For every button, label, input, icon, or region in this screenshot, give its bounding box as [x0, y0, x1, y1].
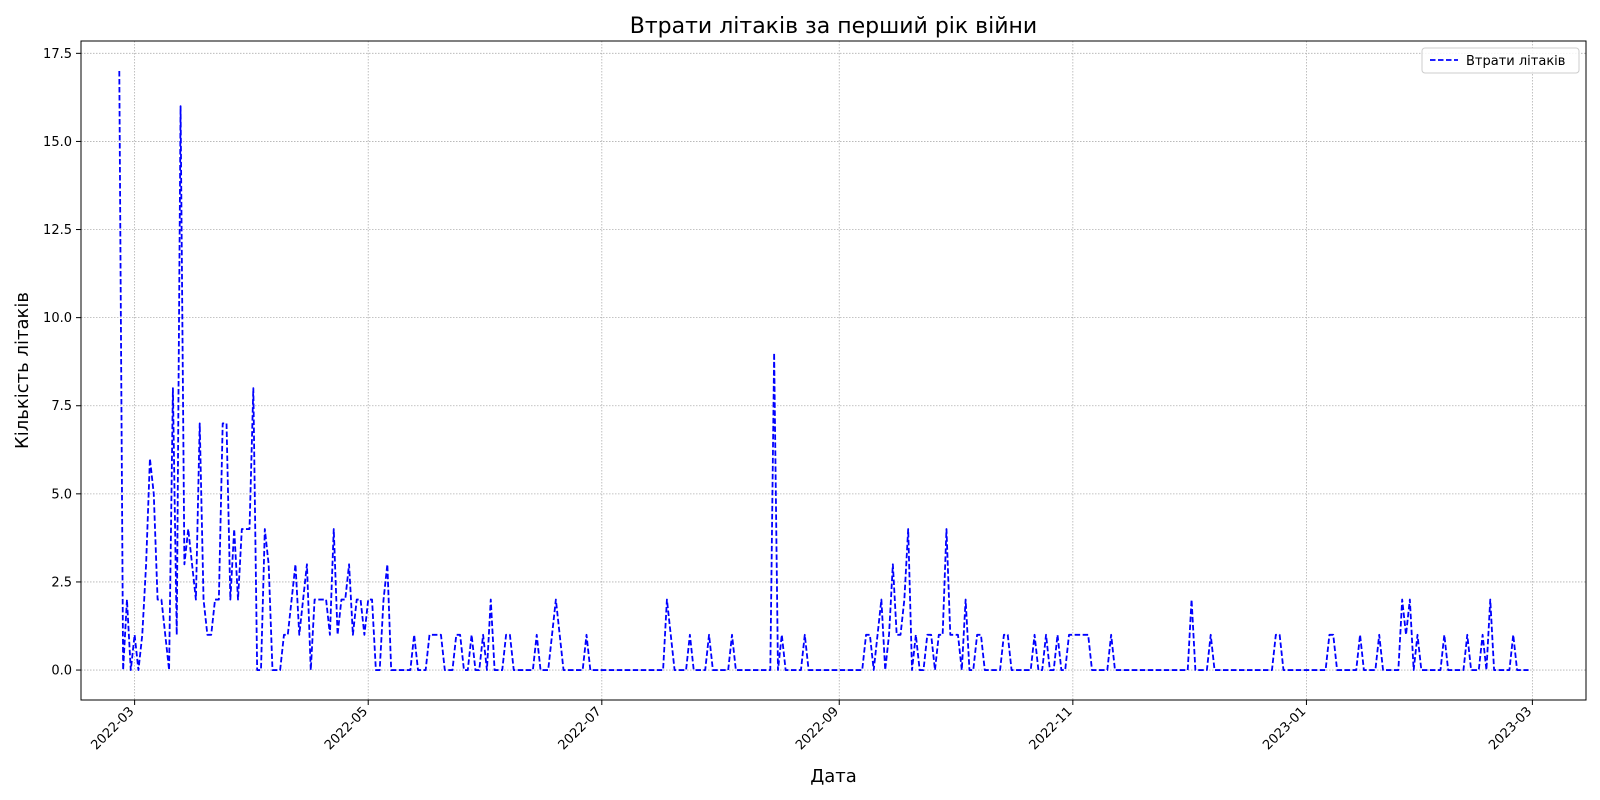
series-line-0 — [118, 70, 1529, 671]
grid — [81, 41, 1586, 700]
y-tick-label: 17.5 — [43, 47, 72, 62]
y-tick-label: 0.0 — [51, 664, 72, 679]
y-tick-label: 7.5 — [51, 399, 72, 414]
x-axis-label: Дата — [810, 766, 857, 787]
y-tick-label: 5.0 — [51, 487, 72, 502]
chart-title: Втрати літаків за перший рік війни — [630, 14, 1037, 39]
y-axis-ticks: 0.0 2.5 5.0 7.5 10.0 12.5 15.0 17.5 — [43, 47, 81, 679]
legend-box — [1421, 47, 1580, 74]
y-axis-label: Кількість літаків — [12, 292, 33, 449]
y-tick-label: 15.0 — [43, 135, 72, 150]
y-tick-label: 12.5 — [43, 223, 72, 238]
plot-area — [118, 70, 1529, 671]
axes-frame — [80, 40, 1587, 701]
legend-label: Втрати літаків — [1466, 54, 1565, 69]
y-tick-label: 2.5 — [51, 575, 72, 590]
legend: Втрати літаків — [1421, 47, 1580, 74]
y-tick-label: 10.0 — [43, 311, 72, 326]
